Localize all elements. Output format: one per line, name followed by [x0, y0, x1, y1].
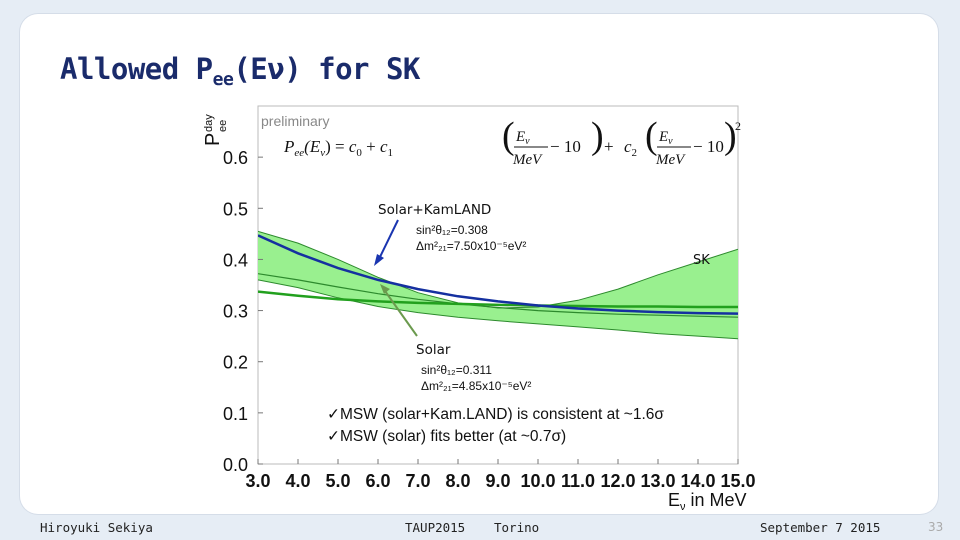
- page-number: 33: [928, 520, 944, 534]
- footer-date: September 7 2015: [760, 520, 881, 535]
- y-tick-label: 0.2: [223, 353, 248, 373]
- y-axis-label: P: [202, 133, 224, 146]
- y-tick-label: 0.4: [223, 250, 248, 270]
- x-tick-label: 11.0: [561, 471, 595, 491]
- solar-kamland-curve: [258, 234, 738, 315]
- sk-best-fit-line: [258, 273, 738, 318]
- note-msw-kamland: ✓MSW (solar+Kam.LAND) is consistent at ~…: [327, 406, 664, 423]
- x-tick-label: 15.0: [720, 471, 755, 491]
- formula-minus2: − 10: [693, 137, 724, 156]
- fit-formula: Pee(Eν) = c0 + c1 ( Eν MeV − 10 ) + c2 (…: [283, 115, 741, 168]
- x-tick-label: 10.0: [520, 471, 555, 491]
- formula-square: 2: [735, 119, 741, 133]
- solar-kamland-param1: sin²θ₁₂=0.308: [416, 223, 488, 237]
- title-text-rest: (Eν) for SK: [233, 52, 420, 86]
- solar-curve: [258, 290, 738, 309]
- footer-author: Hiroyuki Sekiya: [40, 520, 153, 535]
- x-tick-label: 9.0: [485, 471, 510, 491]
- formula-paren-open-1: (: [502, 115, 515, 157]
- preliminary-label: preliminary: [261, 113, 329, 129]
- x-tick-label: 8.0: [445, 471, 470, 491]
- footer-conference: TAUP2015: [405, 520, 466, 535]
- slide-title: Allowed Pee(Eν) for SK: [60, 52, 420, 90]
- y-tick-label: 0.1: [223, 404, 248, 424]
- y-tick-label: 0.6: [223, 148, 248, 168]
- solar-kamland-label: Solar+KamLAND: [378, 202, 491, 218]
- solar-arrow: [384, 290, 418, 337]
- x-tick-label: 4.0: [285, 471, 310, 491]
- sk-band-label: SK: [693, 253, 710, 268]
- formula-frac2-num: Eν: [658, 129, 673, 147]
- formula-paren-close-1: ): [591, 115, 604, 157]
- x-tick-label: 7.0: [405, 471, 430, 491]
- solar-kamland-arrow: [378, 219, 399, 260]
- y-tick-label: 0.0: [223, 455, 248, 475]
- y-axis-label-sub: ee: [217, 120, 229, 132]
- solar-arrowhead: [380, 284, 390, 294]
- solar-param2: Δm²₂₁=4.85x10⁻⁵eV²: [421, 379, 531, 393]
- formula-frac1-num: Eν: [515, 129, 530, 147]
- sk-band-lower-edge: [258, 279, 738, 340]
- formula-minus1: − 10: [550, 137, 581, 156]
- footer-city: Torino: [494, 520, 540, 535]
- formula-c2: c2: [624, 137, 637, 159]
- formula-paren-close-2: ): [724, 115, 737, 157]
- y-tick-label: 0.3: [223, 302, 248, 322]
- solar-kamland-arrowhead: [374, 254, 384, 266]
- title-text: Allowed P: [60, 52, 213, 86]
- solar-param1: sin²θ₁₂=0.311: [421, 363, 492, 377]
- x-tick-label: 3.0: [245, 471, 270, 491]
- formula-paren-open-2: (: [645, 115, 658, 157]
- formula-frac2-den: MeV: [655, 152, 686, 168]
- solar-kamland-param2: Δm²₂₁=7.50x10⁻⁵eV²: [416, 239, 526, 253]
- ticks-layer: [257, 156, 739, 465]
- x-tick-label: 14.0: [680, 471, 715, 491]
- formula-plus2: +: [604, 137, 614, 156]
- band-layer: [258, 230, 738, 340]
- y-tick-label: 0.5: [223, 199, 248, 219]
- x-tick-label: 12.0: [600, 471, 635, 491]
- formula-frac1-den: MeV: [512, 152, 543, 168]
- title-subscript: ee: [212, 69, 234, 90]
- x-tick-label: 6.0: [365, 471, 390, 491]
- x-tick-label: 5.0: [325, 471, 350, 491]
- note-msw-solar: ✓MSW (solar) fits better (at ~0.7σ): [327, 428, 566, 445]
- solar-label: Solar: [416, 342, 451, 358]
- labels-layer: 0.0 0.1 0.2 0.3 0.4 0.5 0.6 3.0 4.0 5.0 6.0 7.0 8.0 9…: [223, 148, 756, 491]
- formula-lhs: Pee(Eν) = c0 + c1: [283, 137, 393, 159]
- x-axis-label: Eν in MeV: [668, 490, 747, 513]
- y-axis-label-sup: day: [203, 114, 215, 132]
- x-tick-label: 13.0: [640, 471, 675, 491]
